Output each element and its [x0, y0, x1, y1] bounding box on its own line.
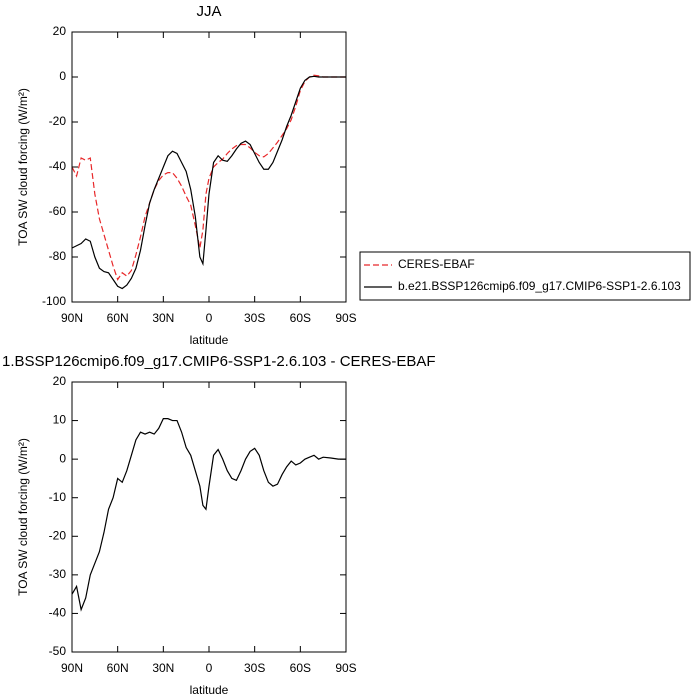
x-tick-label: 60S: [290, 661, 311, 675]
plot-frame: [71, 381, 347, 653]
y-tick-label: -20: [49, 114, 67, 128]
y-tick-label: -50: [49, 644, 67, 658]
plot-frame: [71, 31, 347, 303]
chart-title: 1.BSSP126cmip6.f09_g17.CMIP6-SSP1-2.6.10…: [2, 353, 436, 370]
y-tick-label: -40: [49, 159, 67, 173]
x-tick-label: 90N: [61, 661, 83, 675]
y-tick-label: 20: [53, 24, 67, 38]
data-line: [71, 418, 346, 612]
x-tick-label: 30N: [152, 311, 174, 325]
x-tick-label: 90S: [335, 311, 356, 325]
y-tick-label: 0: [59, 69, 66, 83]
y-tick-label: 20: [53, 374, 67, 388]
y-tick-label: -40: [49, 606, 67, 620]
y-tick-label: -80: [49, 249, 67, 263]
y-tick-label: -10: [49, 490, 67, 504]
x-tick-label: 60N: [107, 311, 129, 325]
data-line: [71, 75, 346, 290]
x-tick-label: 30S: [244, 661, 265, 675]
y-axis-label: TOA SW cloud forcing (W/m²): [16, 438, 30, 596]
y-tick-label: -100: [42, 294, 66, 308]
y-tick-label: -60: [49, 204, 67, 218]
x-tick-label: 90N: [61, 311, 83, 325]
legend-label: CERES-EBAF: [398, 257, 475, 271]
x-axis-label: latitude: [190, 683, 229, 697]
y-tick-label: 0: [59, 451, 66, 465]
legend-box: [359, 251, 691, 301]
x-tick-label: 0: [206, 311, 213, 325]
x-axis-label: latitude: [190, 333, 229, 347]
x-tick-label: 30N: [152, 661, 174, 675]
legend-label: b.e21.BSSP126cmip6.f09_g17.CMIP6-SSP1-2.…: [398, 279, 681, 293]
x-tick-label: 0: [206, 661, 213, 675]
legend: CERES-EBAF b.e21.BSSP126cmip6.f09_g17.CMI…: [359, 251, 691, 301]
chart-title: JJA: [196, 3, 221, 20]
x-tick-label: 60N: [107, 661, 129, 675]
y-tick-label: -20: [49, 528, 67, 542]
y-tick-label: 10: [53, 413, 67, 427]
x-tick-label: 90S: [335, 661, 356, 675]
data-line: [71, 74, 346, 281]
x-tick-label: 60S: [290, 311, 311, 325]
y-tick-label: -30: [49, 567, 67, 581]
x-tick-label: 30S: [244, 311, 265, 325]
y-axis-label: TOA SW cloud forcing (W/m²): [16, 88, 30, 246]
